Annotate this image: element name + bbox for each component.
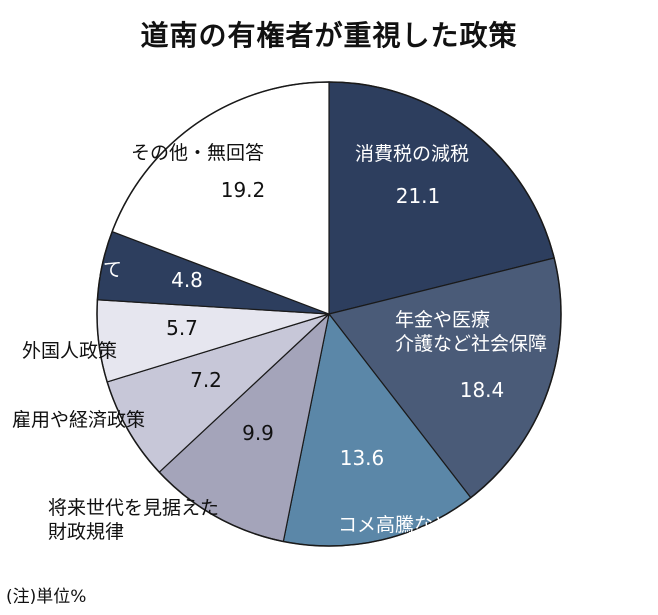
slice-value-2: 18.4 (460, 378, 505, 402)
pie-outline (96, 81, 562, 547)
slice-label-1: 消費税の減税 (355, 143, 469, 165)
slice-value-6: 5.7 (166, 316, 198, 340)
slice-label-3: コメ高騰など物価高対策 (338, 514, 547, 536)
slice-value-3: 13.6 (340, 446, 385, 470)
slice-label-5: 雇用や経済政策 (12, 409, 145, 431)
slice-label-8: その他・無回答 (131, 142, 264, 164)
slice-value-5: 7.2 (190, 368, 222, 392)
chart-title: 道南の有権者が重視した政策 (140, 19, 518, 52)
unit-note: (注)単位% (6, 587, 87, 607)
slice-value-4: 9.9 (242, 421, 274, 445)
slice-value-1: 21.1 (396, 184, 441, 208)
slice-label-2: 年金や医療介護など社会保障 (395, 309, 547, 355)
slice-label-7: 教育や子育て (8, 259, 122, 281)
slice-label-4: 将来世代を見据えた財政規律 (48, 497, 219, 543)
slice-label-6: 外国人政策 (22, 340, 117, 362)
slice-value-7: 4.8 (171, 268, 203, 292)
slice-value-8: 19.2 (221, 178, 266, 202)
